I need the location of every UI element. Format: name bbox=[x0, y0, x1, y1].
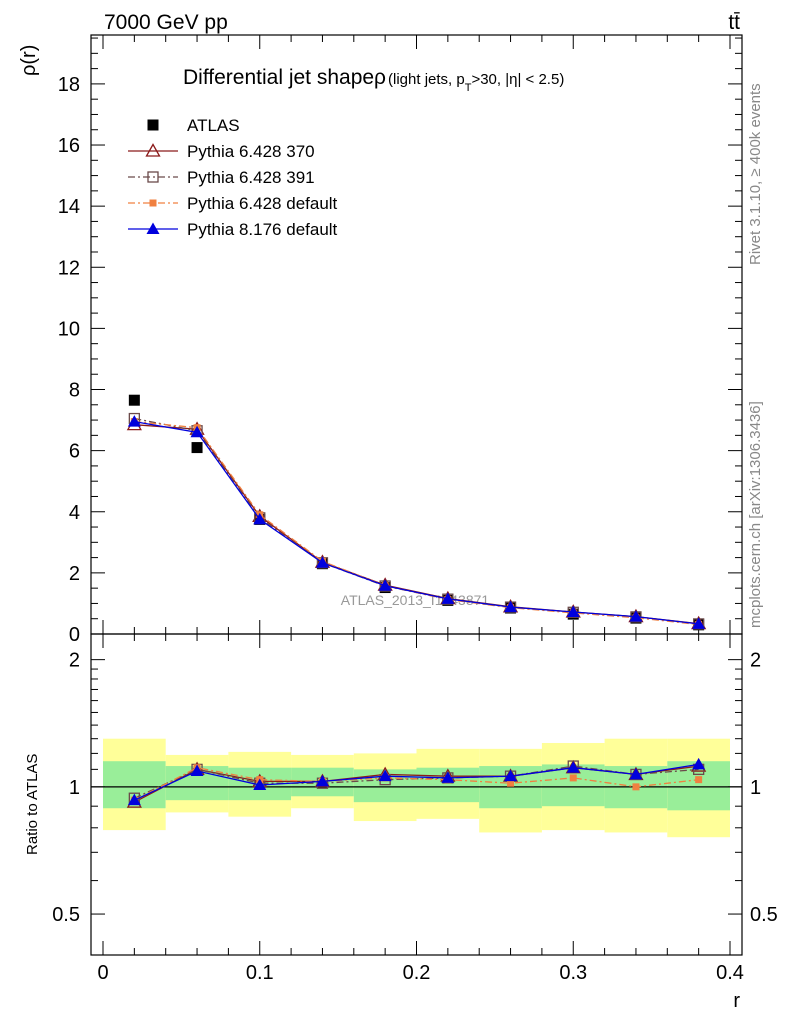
main-data-point bbox=[128, 394, 140, 406]
main-title-sub-t: T bbox=[465, 82, 472, 94]
ratio-xtick-label: 0.3 bbox=[559, 962, 587, 984]
ratio-data-point bbox=[692, 757, 706, 770]
main-ytick-label: 8 bbox=[69, 380, 80, 402]
legend-marker bbox=[147, 119, 159, 131]
main-title-sub-rest: >30, |η| < 2.5) bbox=[471, 71, 564, 88]
analysis-watermark: ATLAS_2013_I1243871 bbox=[341, 592, 490, 608]
legend-marker bbox=[145, 143, 161, 157]
main-data-point bbox=[504, 600, 518, 613]
main-data-point bbox=[441, 592, 455, 604]
legend-marker bbox=[149, 199, 157, 207]
main-ytick-label: 14 bbox=[58, 196, 80, 218]
ratio-xtick-label: 0.4 bbox=[716, 962, 744, 984]
main-ytick-label: 10 bbox=[58, 318, 80, 340]
ratio-data-point bbox=[507, 779, 515, 787]
main-data-point bbox=[566, 605, 580, 617]
ratio-data-point bbox=[378, 769, 392, 782]
mcplots-label: mcplots.cern.ch [arXiv:1306.3436] bbox=[747, 401, 764, 628]
ratio-ytick-label: 0.5 bbox=[52, 904, 80, 926]
ratio-xtick-label: 0.2 bbox=[403, 962, 431, 984]
legend-label: Pythia 6.428 default bbox=[187, 194, 338, 213]
main-data-point bbox=[127, 415, 141, 427]
main-series-4 bbox=[127, 415, 706, 629]
ratio-ytick-label-right: 1 bbox=[750, 777, 761, 799]
main-ylabel: ρ(r) bbox=[18, 45, 40, 76]
legend-label: Pythia 6.428 391 bbox=[187, 168, 315, 187]
main-series-line bbox=[134, 420, 699, 625]
main-data-point bbox=[315, 556, 329, 568]
ratio-data-point bbox=[629, 767, 643, 780]
main-title-sub: (light jets, p bbox=[388, 71, 465, 88]
ratio-data-point bbox=[566, 761, 580, 773]
main-ytick-label: 2 bbox=[69, 563, 80, 585]
main-data-point bbox=[191, 442, 203, 454]
ratio-ytick-label: 1 bbox=[69, 777, 80, 799]
main-ytick-label: 16 bbox=[58, 135, 80, 157]
legend-marker bbox=[147, 171, 159, 183]
ratio-data-point bbox=[441, 771, 455, 783]
main-ytick-label: 4 bbox=[69, 502, 80, 524]
legend-marker bbox=[146, 222, 160, 234]
main-data-point bbox=[629, 610, 643, 622]
main-data-point bbox=[378, 579, 392, 591]
ratio-data-point bbox=[315, 774, 329, 787]
main-ytick-label: 6 bbox=[69, 441, 80, 463]
main-ytick-label: 18 bbox=[58, 74, 80, 96]
main-ytick-label: 12 bbox=[58, 257, 80, 279]
ratio-series-3 bbox=[127, 757, 706, 806]
ratio-xtick-label: 0 bbox=[97, 962, 108, 984]
ratio-xtick-label: 0.1 bbox=[246, 962, 274, 984]
main-data-point bbox=[692, 617, 706, 629]
ratio-ytick-label-right: 0.5 bbox=[750, 904, 778, 926]
main-panel: 0 2 4 6 8 10 12 14 16 18 ATLAS_2013_I1243871 bbox=[58, 34, 743, 646]
ratio-data-point bbox=[253, 778, 267, 791]
ratio-panel: 0.5 0.5 1 1 2 2 0 0.1 0.2 0.3 0.4 bbox=[52, 633, 778, 984]
header-right: tt̄ bbox=[728, 11, 740, 34]
main-data-point bbox=[253, 512, 267, 525]
ratio-data-point bbox=[632, 783, 640, 791]
ratio-data-point bbox=[127, 793, 141, 806]
ratio-data-point bbox=[569, 774, 577, 782]
ratio-ylabel: Ratio to ATLAS bbox=[24, 754, 41, 855]
legend-label: Pythia 8.176 default bbox=[187, 220, 338, 239]
ratio-data-point bbox=[695, 776, 703, 784]
ratio-series-line bbox=[134, 763, 699, 801]
main-title-text: Differential jet shapeρ bbox=[183, 66, 386, 89]
main-title: Differential jet shapeρ (light jets, pT>3… bbox=[183, 66, 564, 94]
rivet-label: Rivet 3.1.10, ≥ 400k events bbox=[747, 83, 764, 265]
main-data-point bbox=[190, 425, 204, 438]
ratio-data-point bbox=[190, 764, 204, 777]
legend-label: Pythia 6.428 370 bbox=[187, 142, 315, 161]
ratio-ytick-label-right: 2 bbox=[750, 650, 761, 672]
ratio-series-line bbox=[134, 767, 699, 801]
ratio-data-point bbox=[504, 769, 518, 782]
ratio-ytick-label: 2 bbox=[69, 650, 80, 672]
legend: ATLAS Pythia 6.428 370 Pythia 6.428 391 Pyt… bbox=[128, 116, 338, 239]
header-left: 7000 GeV pp bbox=[104, 11, 228, 34]
ratio-xlabel: r bbox=[733, 990, 740, 1012]
legend-label: ATLAS bbox=[187, 116, 240, 135]
main-ytick-label: 0 bbox=[69, 624, 80, 646]
